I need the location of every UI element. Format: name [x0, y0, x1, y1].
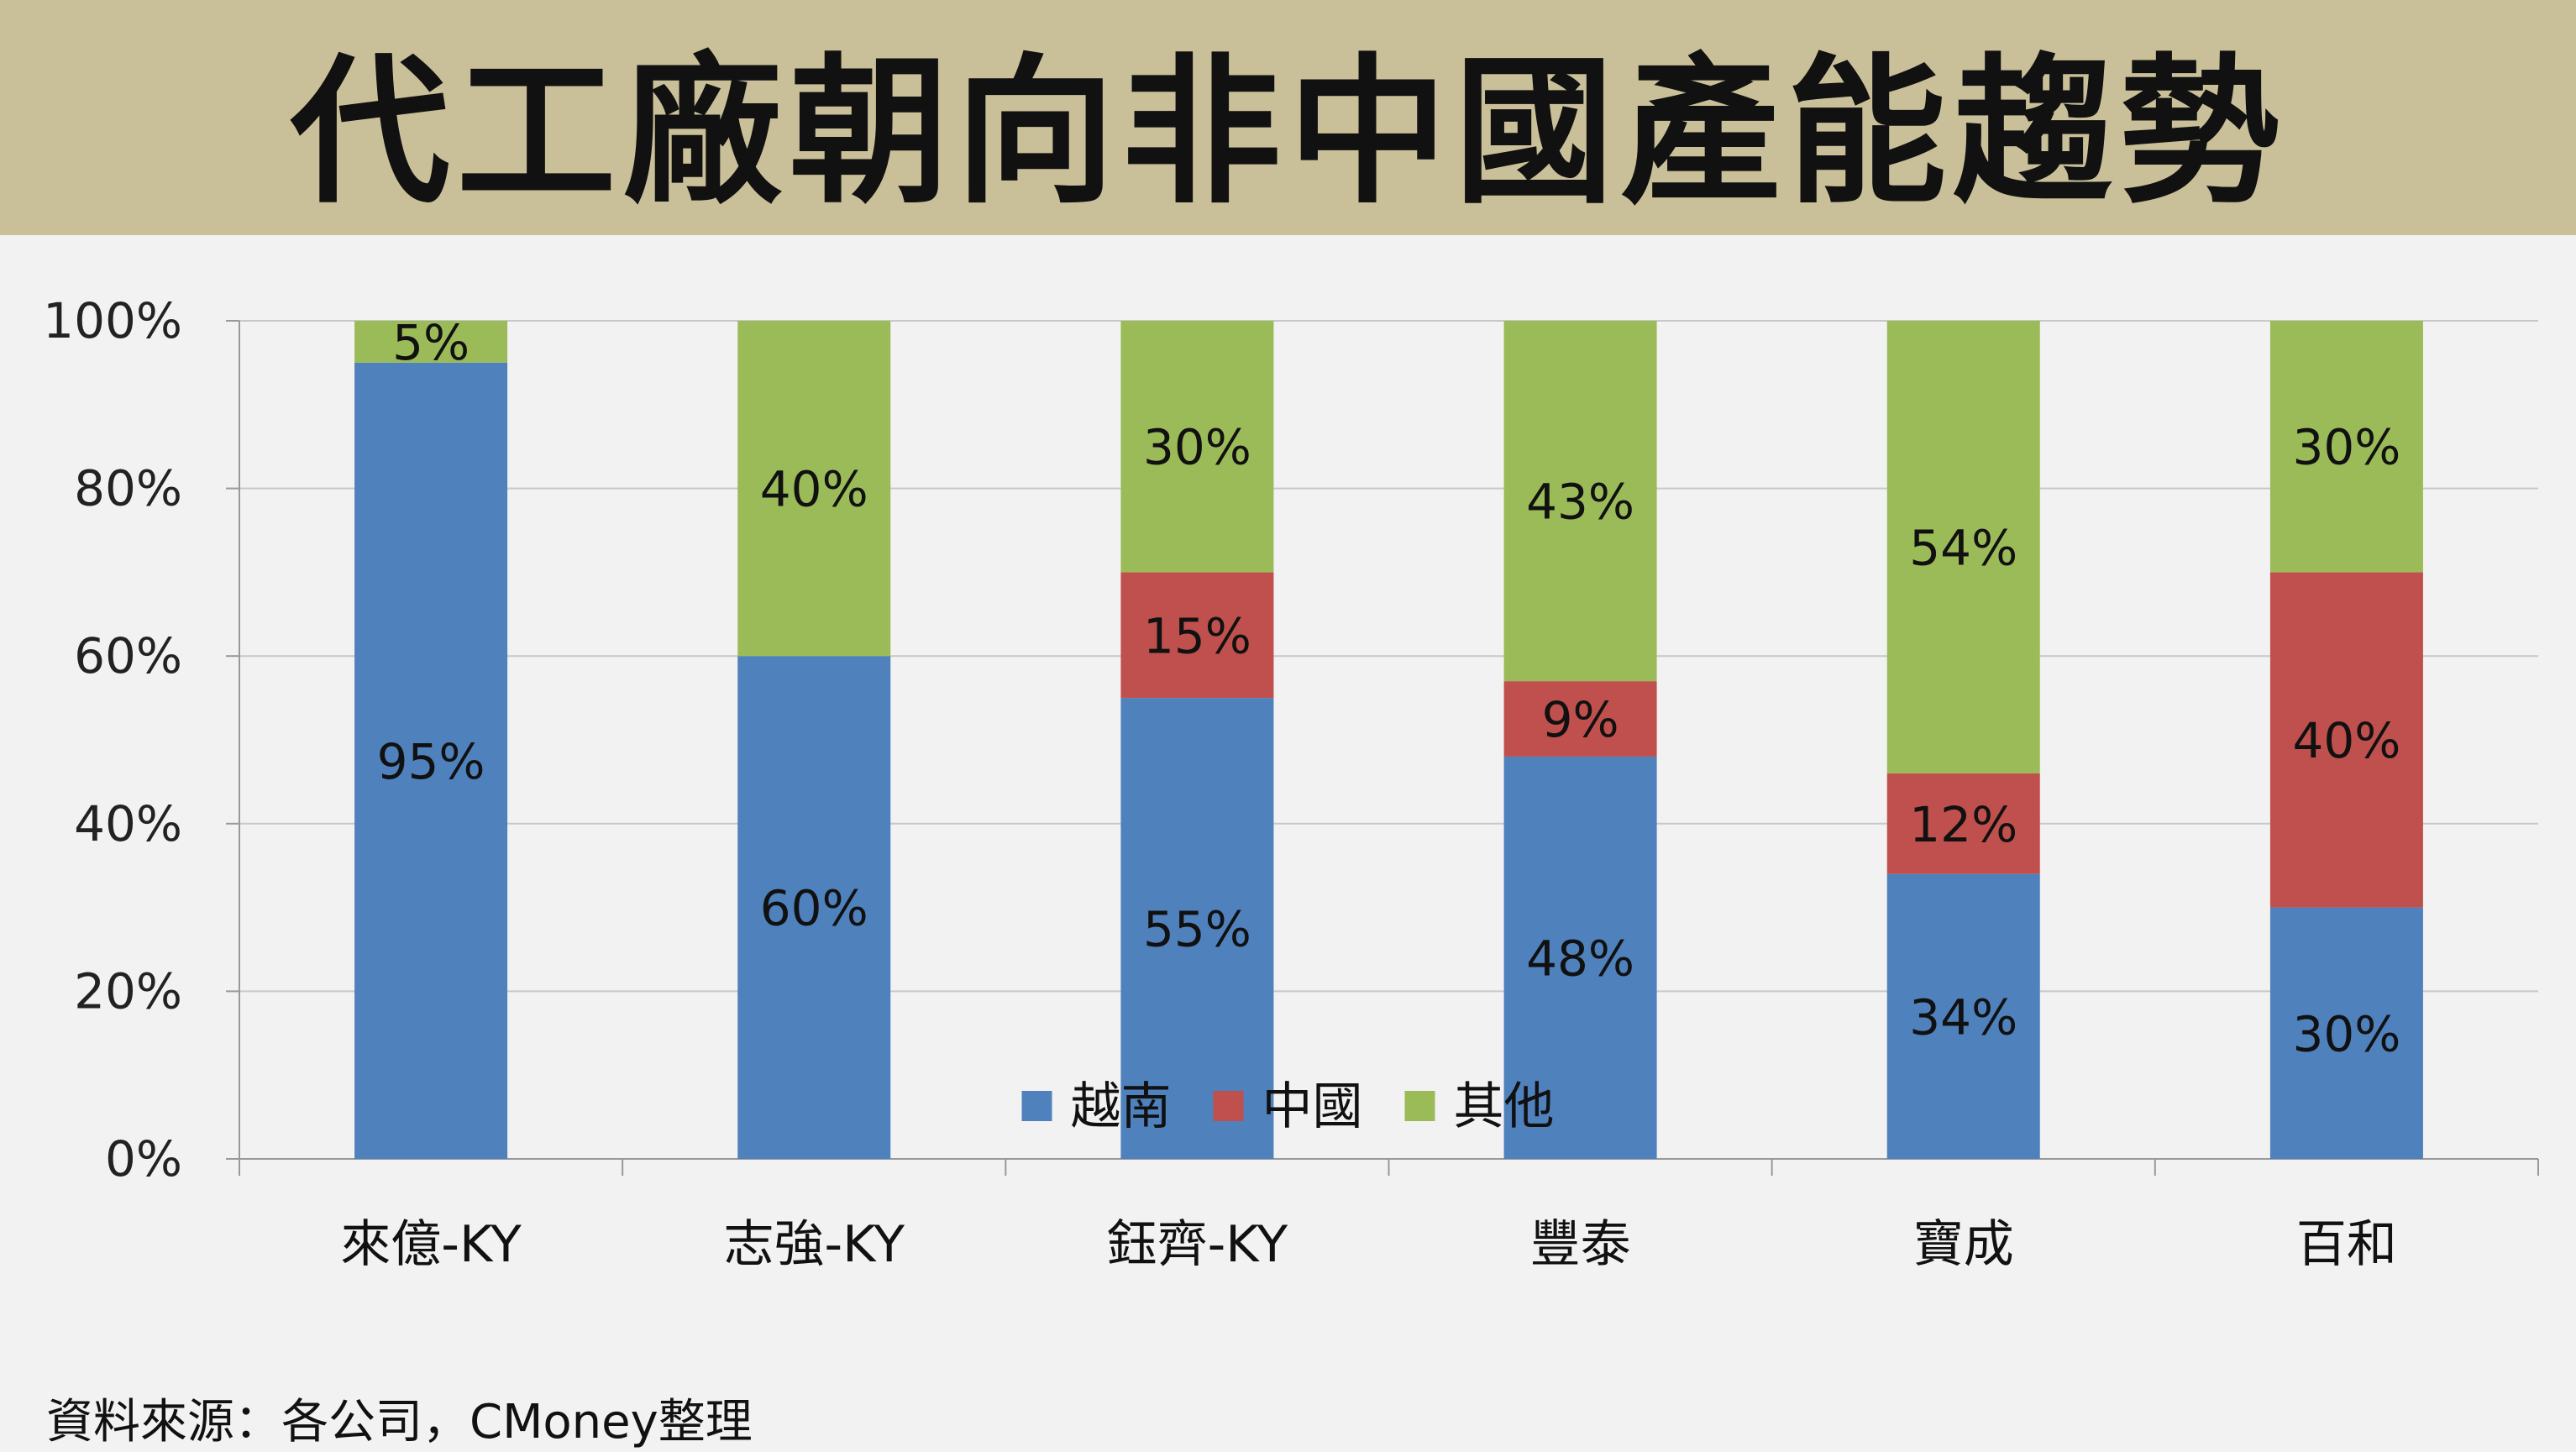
- data-label: 40%: [760, 461, 868, 518]
- data-label: 55%: [1143, 901, 1251, 958]
- x-category-label: 百和: [2296, 1215, 2397, 1274]
- bar-segment: [737, 656, 891, 1159]
- data-label: 9%: [1542, 691, 1619, 748]
- data-label: 48%: [1526, 930, 1634, 987]
- legend-swatch: [1021, 1091, 1052, 1121]
- data-label: 43%: [1526, 474, 1634, 531]
- bar-segment: [1503, 321, 1657, 682]
- bar-segment: [2269, 907, 2423, 1159]
- data-label: 30%: [1143, 419, 1251, 476]
- bar-segment: [1886, 873, 2040, 1159]
- legend-label: 中國: [1262, 1077, 1363, 1136]
- source-note: 資料來源：各公司，CMoney整理: [46, 1395, 753, 1449]
- y-tick-label: 60%: [74, 627, 182, 684]
- bar-segment: [354, 362, 508, 1159]
- y-tick-label: 0%: [105, 1130, 182, 1187]
- chart-title: 代工廠朝向非中國產能趨勢: [290, 39, 2286, 225]
- bar-segment: [1120, 698, 1274, 1159]
- x-category-label: 來億-KY: [340, 1215, 522, 1274]
- legend-label: 其他: [1454, 1077, 1555, 1136]
- bar-segment: [354, 321, 508, 363]
- data-label: 60%: [760, 880, 868, 937]
- data-label: 54%: [1909, 519, 2017, 576]
- data-label: 12%: [1909, 796, 2017, 853]
- data-label: 40%: [2292, 712, 2400, 769]
- y-tick-label: 80%: [74, 460, 182, 517]
- legend-swatch: [1404, 1091, 1435, 1121]
- legend-label: 越南: [1071, 1077, 1172, 1136]
- x-category-label: 鈺齊-KY: [1107, 1215, 1288, 1274]
- x-category-label: 豐泰: [1530, 1215, 1631, 1274]
- data-label: 5%: [392, 314, 470, 371]
- bar-segment: [737, 321, 891, 657]
- bar-segment: [2269, 321, 2423, 573]
- title-banner: 代工廠朝向非中國產能趨勢: [0, 0, 2576, 235]
- bar-segment: [2269, 572, 2423, 908]
- bar-segment: [1120, 321, 1274, 573]
- data-label: 34%: [1909, 988, 2017, 1046]
- x-category-label: 寶成: [1913, 1215, 2014, 1274]
- y-tick-label: 20%: [74, 962, 182, 1020]
- bar-segment: [1120, 572, 1274, 699]
- data-label: 95%: [377, 733, 485, 790]
- bar-segment: [1886, 773, 2040, 874]
- bar-segment: [1503, 756, 1657, 1159]
- data-label: 15%: [1143, 607, 1251, 664]
- bar-segment: [1503, 681, 1657, 757]
- legend-swatch: [1213, 1091, 1244, 1121]
- data-label: 30%: [2292, 419, 2400, 476]
- x-category-label: 志強-KY: [723, 1215, 905, 1274]
- bar-segment: [1886, 321, 2040, 773]
- data-label: 30%: [2292, 1005, 2400, 1062]
- stacked-bar-chart: 0% 20% 40% 60% 80% 100% 95% 5% 來億-KY 60% 40% 志強-KY 5…: [43, 292, 2539, 1274]
- y-tick-label: 100%: [43, 292, 182, 349]
- y-tick-label: 40%: [74, 795, 182, 852]
